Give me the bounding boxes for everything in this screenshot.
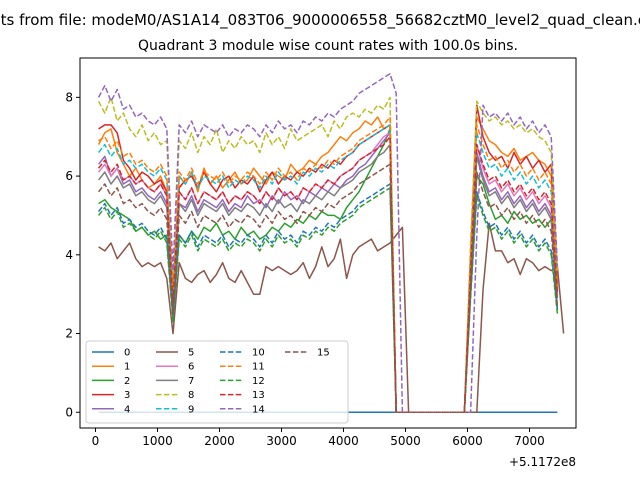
- legend-label-10: 10: [252, 348, 265, 359]
- legend-label-0: 0: [124, 348, 130, 359]
- legend-label-8: 8: [188, 390, 194, 401]
- y-tick-label: 8: [65, 90, 73, 104]
- x-tick-label: 5000: [390, 434, 421, 448]
- legend-label-4: 4: [124, 404, 130, 415]
- x-tick-label: 1000: [142, 434, 173, 448]
- series-12-line: [98, 187, 559, 414]
- x-offset-label: +5.1172e8: [509, 455, 576, 469]
- legend-label-7: 7: [188, 376, 194, 387]
- y-tick-label: 0: [65, 405, 73, 419]
- legend-label-14: 14: [252, 404, 265, 415]
- suptitle: Plots from file: modeM0/AS1A14_083T06_90…: [0, 11, 640, 30]
- legend-label-1: 1: [124, 362, 130, 373]
- legend-label-3: 3: [124, 390, 130, 401]
- plot-area-frame: [79, 57, 577, 429]
- x-tick-label: 2000: [204, 434, 235, 448]
- y-tick-label: 2: [65, 327, 73, 341]
- x-tick-label: 0: [92, 434, 100, 448]
- legend-label-5: 5: [188, 348, 194, 359]
- x-tick-label: 3000: [266, 434, 297, 448]
- legend-label-6: 6: [188, 362, 194, 373]
- chart-title: Quadrant 3 module wise count rates with …: [138, 38, 518, 54]
- legend-label-15: 15: [317, 348, 330, 359]
- series-15-line: [98, 163, 559, 414]
- y-axis: 0 2 4 6 8: [65, 90, 80, 419]
- legend-label-2: 2: [124, 376, 130, 387]
- series-layer: [97, 72, 565, 414]
- series-5-line: [98, 222, 565, 414]
- legend-label-12: 12: [252, 376, 265, 387]
- legend-label-11: 11: [252, 362, 265, 373]
- series-7-line: [98, 143, 559, 414]
- x-tick-label: 7000: [514, 434, 545, 448]
- legend-frame: [85, 340, 349, 424]
- x-axis: 0 1000 2000 3000 4000 5000 6000 7000: [92, 428, 545, 448]
- legend-label-13: 13: [252, 390, 265, 401]
- x-tick-label: 4000: [328, 434, 359, 448]
- x-tick-label: 6000: [452, 434, 483, 448]
- y-tick-label: 6: [65, 169, 73, 183]
- y-tick-label: 4: [65, 248, 73, 262]
- legend-label-9: 9: [188, 404, 194, 415]
